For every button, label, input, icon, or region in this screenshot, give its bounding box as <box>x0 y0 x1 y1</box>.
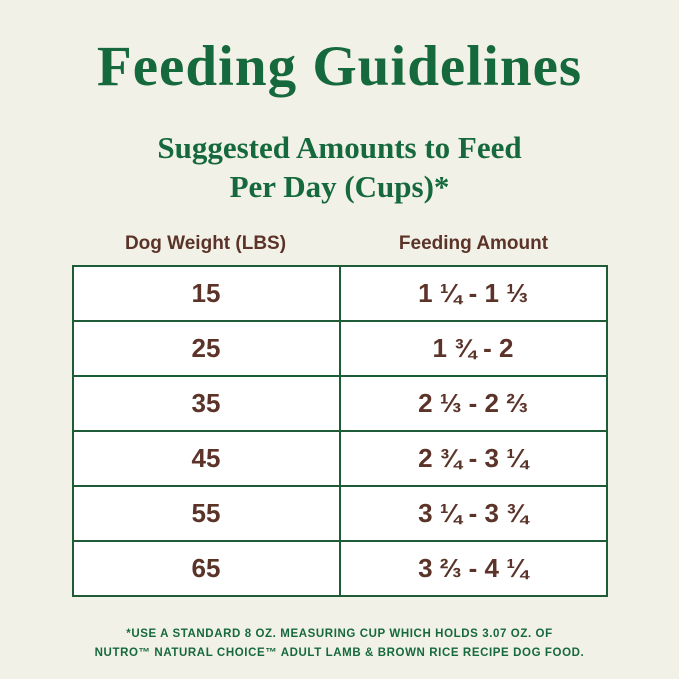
feeding-amount-column-header: Feeding Amount <box>398 232 549 254</box>
table-row: 35 2 ⅓ - 2 ⅔ <box>71 374 608 432</box>
feeding-amount-cell: 1 ¾ - 2 <box>338 319 608 377</box>
page-subtitle-line-1: Suggested Amounts to Feed <box>157 130 522 165</box>
feeding-amount-cell: 2 ⅓ - 2 ⅔ <box>338 374 608 432</box>
dog-weight-cell: 45 <box>71 429 341 487</box>
dog-weight-cell: 55 <box>71 484 341 542</box>
table-row: 45 2 ¾ - 3 ¼ <box>71 429 608 487</box>
feeding-amount-cell: 1 ¼ - 1 ⅓ <box>338 264 608 322</box>
feeding-table: 15 1 ¼ - 1 ⅓ 25 1 ¾ - 2 35 2 ⅓ - 2 ⅔ 45 … <box>71 264 608 597</box>
feeding-amount-cell: 3 ¼ - 3 ¾ <box>338 484 608 542</box>
dog-weight-cell: 15 <box>71 264 341 322</box>
feeding-amount-cell: 2 ¾ - 3 ¼ <box>338 429 608 487</box>
footnote: *USE A STANDARD 8 OZ. MEASURING CUP WHIC… <box>0 625 679 664</box>
table-row: 55 3 ¼ - 3 ¾ <box>71 484 608 542</box>
dog-weight-cell: 25 <box>71 319 341 377</box>
dog-weight-cell: 35 <box>71 374 341 432</box>
table-row: 15 1 ¼ - 1 ⅓ <box>71 264 608 322</box>
page-title: Feeding Guidelines <box>96 35 583 98</box>
dog-weight-cell: 65 <box>71 539 341 597</box>
table-row: 25 1 ¾ - 2 <box>71 319 608 377</box>
dog-weight-column-header: Dog Weight (LBS) <box>124 232 287 254</box>
footnote-line-2: NUTRO™ NATURAL CHOICE™ ADULT LAMB & BROW… <box>94 647 585 660</box>
page-subtitle: Suggested Amounts to Feed Per Day (Cups)… <box>80 129 600 207</box>
table-column-headers: Dog Weight (LBS) Feeding Amount <box>72 233 608 255</box>
page-subtitle-line-2: Per Day (Cups)* <box>229 168 450 204</box>
feeding-amount-cell: 3 ⅔ - 4 ¼ <box>338 539 608 597</box>
table-row: 65 3 ⅔ - 4 ¼ <box>71 539 608 597</box>
feeding-table-section: Dog Weight (LBS) Feeding Amount 15 1 ¼ -… <box>71 233 608 597</box>
footnote-line-1: *USE A STANDARD 8 OZ. MEASURING CUP WHIC… <box>126 627 553 640</box>
